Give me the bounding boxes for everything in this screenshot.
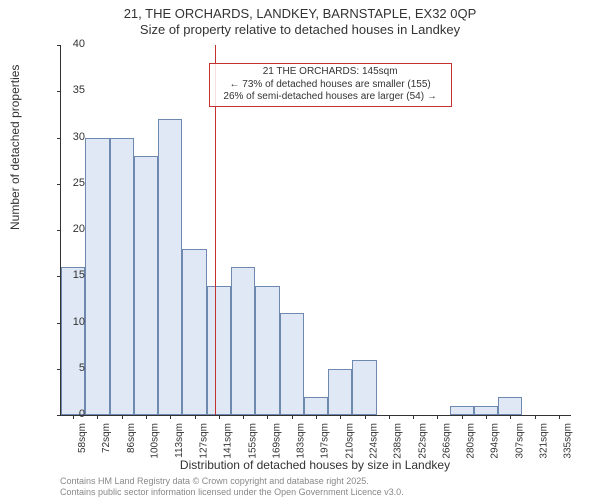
xtick-mark bbox=[437, 415, 438, 419]
histogram-bar bbox=[474, 406, 498, 415]
annotation-line: 21 THE ORCHARDS: 145sqm bbox=[214, 66, 447, 79]
histogram-bar bbox=[280, 313, 304, 415]
histogram-bar bbox=[450, 406, 474, 415]
credits-line2: Contains public sector information licen… bbox=[60, 487, 404, 498]
ytick-label: 35 bbox=[55, 84, 85, 96]
histogram-bar bbox=[182, 249, 206, 416]
ytick-label: 25 bbox=[55, 177, 85, 189]
plot-area: 58sqm72sqm86sqm100sqm113sqm127sqm141sqm1… bbox=[60, 45, 571, 416]
xtick-label: 321sqm bbox=[539, 423, 550, 459]
histogram-bar bbox=[498, 397, 522, 416]
xtick-mark bbox=[170, 415, 171, 419]
xtick-mark bbox=[559, 415, 560, 419]
xtick-label: 155sqm bbox=[247, 423, 258, 459]
xtick-label: 72sqm bbox=[101, 423, 112, 453]
histogram-bar bbox=[85, 138, 109, 416]
xtick-mark bbox=[316, 415, 317, 419]
histogram-bar bbox=[110, 138, 134, 416]
histogram-bar bbox=[352, 360, 376, 416]
xtick-label: 183sqm bbox=[296, 423, 307, 459]
xtick-label: 294sqm bbox=[490, 423, 501, 459]
x-axis-label: Distribution of detached houses by size … bbox=[60, 458, 570, 472]
histogram-bar bbox=[231, 267, 255, 415]
xtick-label: 100sqm bbox=[150, 423, 161, 459]
xtick-mark bbox=[462, 415, 463, 419]
xtick-label: 280sqm bbox=[466, 423, 477, 459]
xtick-label: 141sqm bbox=[223, 423, 234, 459]
chart-title-line2: Size of property relative to detached ho… bbox=[0, 22, 600, 37]
xtick-label: 86sqm bbox=[126, 423, 137, 453]
xtick-label: 224sqm bbox=[369, 423, 380, 459]
xtick-label: 210sqm bbox=[344, 423, 355, 459]
ytick-label: 30 bbox=[55, 131, 85, 143]
xtick-label: 238sqm bbox=[393, 423, 404, 459]
annotation-box: 21 THE ORCHARDS: 145sqm← 73% of detached… bbox=[209, 63, 452, 107]
ytick-label: 40 bbox=[55, 38, 85, 50]
y-axis-label: Number of detached properties bbox=[8, 65, 22, 230]
annotation-line: ← 73% of detached houses are smaller (15… bbox=[214, 79, 447, 92]
histogram-bar bbox=[158, 119, 182, 415]
xtick-mark bbox=[122, 415, 123, 419]
xtick-mark bbox=[413, 415, 414, 419]
xtick-mark bbox=[195, 415, 196, 419]
xtick-mark bbox=[243, 415, 244, 419]
chart-container: 21, THE ORCHARDS, LANDKEY, BARNSTAPLE, E… bbox=[0, 0, 600, 500]
xtick-mark bbox=[292, 415, 293, 419]
xtick-mark bbox=[389, 415, 390, 419]
ytick-label: 10 bbox=[55, 316, 85, 328]
ytick-label: 0 bbox=[55, 408, 85, 420]
xtick-mark bbox=[510, 415, 511, 419]
xtick-label: 58sqm bbox=[77, 423, 88, 453]
xtick-label: 335sqm bbox=[563, 423, 574, 459]
ytick-label: 15 bbox=[55, 269, 85, 281]
xtick-mark bbox=[535, 415, 536, 419]
xtick-mark bbox=[267, 415, 268, 419]
xtick-mark bbox=[146, 415, 147, 419]
credits-line1: Contains HM Land Registry data © Crown c… bbox=[60, 476, 404, 487]
histogram-bar bbox=[61, 267, 85, 415]
credits-text: Contains HM Land Registry data © Crown c… bbox=[60, 476, 404, 498]
xtick-mark bbox=[340, 415, 341, 419]
histogram-bar bbox=[328, 369, 352, 415]
xtick-label: 113sqm bbox=[174, 423, 185, 458]
xtick-label: 266sqm bbox=[441, 423, 452, 459]
histogram-bar bbox=[207, 286, 231, 416]
xtick-label: 307sqm bbox=[514, 423, 525, 459]
xtick-mark bbox=[219, 415, 220, 419]
xtick-label: 197sqm bbox=[320, 423, 331, 459]
histogram-bar bbox=[255, 286, 279, 416]
chart-title-line1: 21, THE ORCHARDS, LANDKEY, BARNSTAPLE, E… bbox=[0, 6, 600, 21]
xtick-label: 169sqm bbox=[271, 423, 282, 459]
xtick-label: 127sqm bbox=[199, 423, 210, 459]
xtick-mark bbox=[365, 415, 366, 419]
histogram-bar bbox=[134, 156, 158, 415]
xtick-label: 252sqm bbox=[417, 423, 428, 459]
histogram-bar bbox=[304, 397, 328, 416]
xtick-mark bbox=[486, 415, 487, 419]
ytick-label: 20 bbox=[55, 223, 85, 235]
annotation-line: 26% of semi-detached houses are larger (… bbox=[214, 91, 447, 104]
ytick-label: 5 bbox=[55, 362, 85, 374]
xtick-mark bbox=[97, 415, 98, 419]
